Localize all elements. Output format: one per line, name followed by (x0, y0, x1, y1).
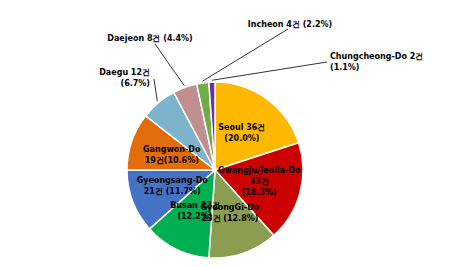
data-label: Gwangju/Jeolla-Do33건(18.3%) (218, 166, 301, 197)
data-label: Gangwon-Do19건(10.6%) (143, 145, 201, 165)
leader-line (155, 44, 184, 86)
leader-line (212, 62, 327, 80)
data-label: Chungcheong-Do 2건(1.1%) (330, 52, 423, 72)
data-label: Daegu 12건(6.7%) (99, 68, 150, 88)
pie-chart: Seoul 36건(20.0%) Gwangju/Jeolla-Do33건(18.… (0, 0, 463, 267)
pie-slice (197, 82, 215, 170)
data-label: Seoul 36건(20.0%) (218, 123, 265, 143)
data-label: Gyeongsang-Do21건 (11.7%) (137, 176, 209, 196)
data-label: Incheon 4건 (2.2%) (248, 20, 332, 29)
pie-slice (127, 170, 215, 229)
pie-slice (209, 82, 215, 170)
data-label: Busan 22건(12.2%) (170, 201, 220, 221)
leader-line (203, 29, 288, 81)
labels: Seoul 36건(20.0%) Gwangju/Jeolla-Do33건(18.… (99, 20, 423, 224)
data-label: Daejeon 8건 (4.4%) (107, 34, 192, 43)
slices (127, 82, 303, 258)
chart-container: Seoul 36건(20.0%) Gwangju/Jeolla-Do33건(18.… (0, 0, 463, 267)
leader-line (154, 79, 157, 101)
